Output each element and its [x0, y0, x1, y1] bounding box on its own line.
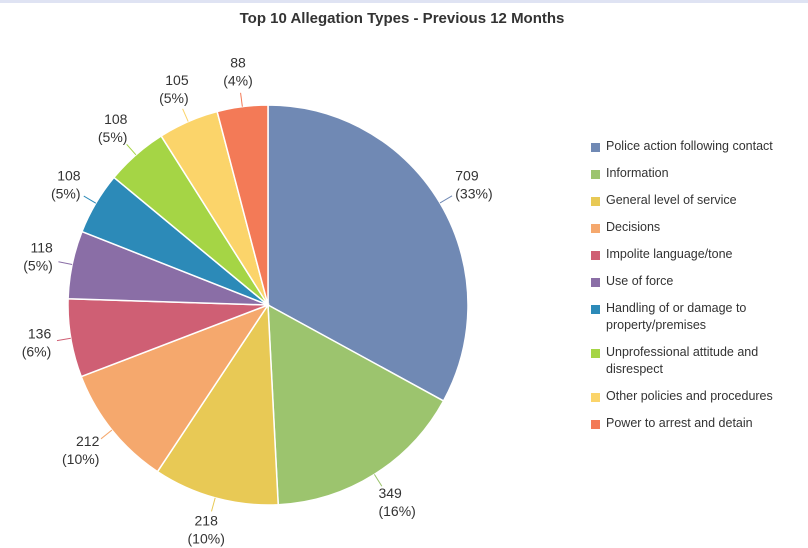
pie-slice — [156, 302, 280, 506]
legend-line: Impolite language/tone — [606, 247, 733, 261]
percent-label: (16%) — [378, 503, 415, 519]
data-label: 212 — [76, 433, 100, 449]
legend-swatch — [591, 393, 600, 402]
legend-line: Power to arrest and detain — [606, 416, 753, 430]
pie-slice — [267, 104, 469, 402]
legend-line: Information — [606, 166, 669, 180]
data-label: 136 — [28, 326, 52, 342]
leader-line — [182, 108, 189, 122]
legend-label: Decisions — [606, 220, 660, 234]
leader-line — [58, 261, 73, 266]
data-label: 108 — [104, 111, 128, 127]
leader-line — [373, 474, 383, 487]
legend-label: Other policies and procedures — [606, 389, 773, 403]
leader-line — [439, 195, 453, 204]
leader-line — [100, 429, 113, 440]
percent-label: (10%) — [62, 451, 99, 467]
legend-swatch — [591, 143, 600, 152]
data-label: 709 — [455, 167, 479, 183]
legend-line: Other policies and procedures — [606, 389, 773, 403]
legend-line: Police action following contact — [606, 139, 773, 153]
legend-label: Power to arrest and detain — [606, 416, 753, 430]
data-label: 105 — [165, 72, 189, 88]
legend-swatch — [591, 349, 600, 358]
legend-line: property/premises — [606, 318, 706, 332]
legend-line: Unprofessional attitude and — [606, 345, 758, 359]
data-label: 88 — [230, 55, 246, 71]
top-band — [0, 0, 808, 3]
data-label: 108 — [57, 168, 81, 184]
percent-label: (5%) — [51, 186, 81, 202]
legend-swatch — [591, 170, 600, 179]
legend-swatch — [591, 224, 600, 233]
percent-label: (33%) — [455, 185, 492, 201]
legend-label: Police action following contact — [606, 139, 773, 153]
pie-slice — [80, 303, 270, 473]
legend-line: Use of force — [606, 274, 673, 288]
legend-label: Impolite language/tone — [606, 247, 733, 261]
leader-line — [56, 337, 71, 342]
legend-swatch — [591, 305, 600, 314]
legend-label: Use of force — [606, 274, 673, 288]
leader-line — [240, 92, 243, 107]
data-label: 118 — [31, 239, 54, 255]
legend-line: Handling of or damage to — [606, 301, 746, 315]
pie-slice — [216, 104, 269, 306]
legend-label: General level of service — [606, 193, 737, 207]
chart-title: Top 10 Allegation Types - Previous 12 Mo… — [240, 10, 565, 27]
percent-label: (5%) — [98, 129, 128, 145]
data-label: 349 — [378, 485, 402, 501]
percent-label: (4%) — [223, 73, 253, 89]
percent-label: (5%) — [159, 90, 189, 106]
leader-line — [210, 497, 216, 512]
data-label: 218 — [195, 512, 219, 528]
legend-label: Information — [606, 166, 669, 180]
legend-line: General level of service — [606, 193, 737, 207]
legend-label: Handling of or damage to property/premise… — [606, 301, 746, 332]
legend-line: Decisions — [606, 220, 660, 234]
legend-swatch — [591, 278, 600, 287]
percent-label: (10%) — [188, 530, 225, 546]
leader-line — [83, 195, 97, 204]
percent-label: (6%) — [22, 344, 52, 360]
legend-label: Unprofessional attitude and disrespect — [606, 345, 758, 376]
legend-line: disrespect — [606, 362, 663, 376]
leader-line — [126, 143, 137, 156]
legend-swatch — [591, 251, 600, 260]
legend-swatch — [591, 197, 600, 206]
legend-swatch — [591, 420, 600, 429]
percent-label: (5%) — [23, 257, 53, 273]
